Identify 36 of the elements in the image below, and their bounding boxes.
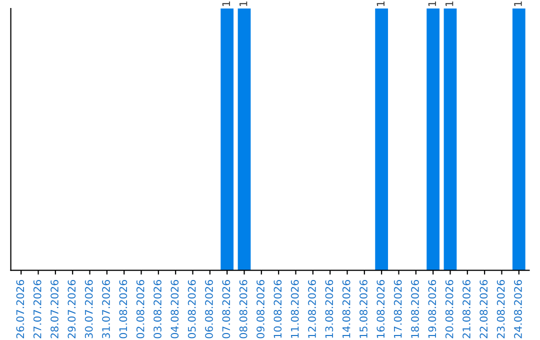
x-tick-label: 02.08.2026 xyxy=(136,280,144,338)
x-tick-label: 23.08.2026 xyxy=(496,280,505,338)
data-label: 1 xyxy=(376,1,384,6)
x-tick-label: 13.08.2026 xyxy=(325,280,334,338)
x-tick-label: 22.08.2026 xyxy=(480,280,488,338)
data-label: 1 xyxy=(222,1,230,6)
data-label: 1 xyxy=(446,1,454,6)
x-tick-label: 07.08.2026 xyxy=(222,280,230,338)
x-tick-label: 26.07.2026 xyxy=(16,280,24,338)
x-tick-label: 28.07.2026 xyxy=(50,280,58,338)
x-tick-label: 24.08.2026 xyxy=(514,280,522,338)
x-tick-label: 16.08.2026 xyxy=(376,280,385,338)
x-tick-label: 20.08.2026 xyxy=(445,280,454,338)
x-tick-label: 10.08.2026 xyxy=(274,280,282,338)
x-tick-label: 01.08.2026 xyxy=(119,280,128,338)
x-tick-label: 08.08.2026 xyxy=(239,280,248,338)
x-tick-label: 30.07.2026 xyxy=(84,280,93,338)
x-tick-label: 31.07.2026 xyxy=(102,280,110,338)
x-tick-label: 09.08.2026 xyxy=(256,280,264,338)
x-tick-label: 14.08.2026 xyxy=(342,280,350,338)
x-tick-label: 04.08.2026 xyxy=(170,280,179,338)
data-label: 1 xyxy=(514,1,522,6)
x-tick-label: 29.07.2026 xyxy=(68,280,76,338)
data-label: 1 xyxy=(240,1,248,6)
x-tick-label: 18.08.2026 xyxy=(411,280,419,338)
x-tick-label: 05.08.2026 xyxy=(188,280,196,338)
x-tick-label: 12.08.2026 xyxy=(308,280,316,338)
x-tick-label: 11.08.2026 xyxy=(290,280,299,338)
x-tick-label: 17.08.2026 xyxy=(394,280,402,338)
x-tick-label: 06.08.2026 xyxy=(205,280,213,338)
x-tick-label: 19.08.2026 xyxy=(428,280,436,338)
x-tick-label: 03.08.2026 xyxy=(154,280,162,338)
data-label: 1 xyxy=(428,1,436,6)
x-tick-label: 21.08.2026 xyxy=(462,280,470,338)
x-tick-label: 27.07.2026 xyxy=(33,280,42,338)
x-tick-label: 15.08.2026 xyxy=(360,280,368,338)
